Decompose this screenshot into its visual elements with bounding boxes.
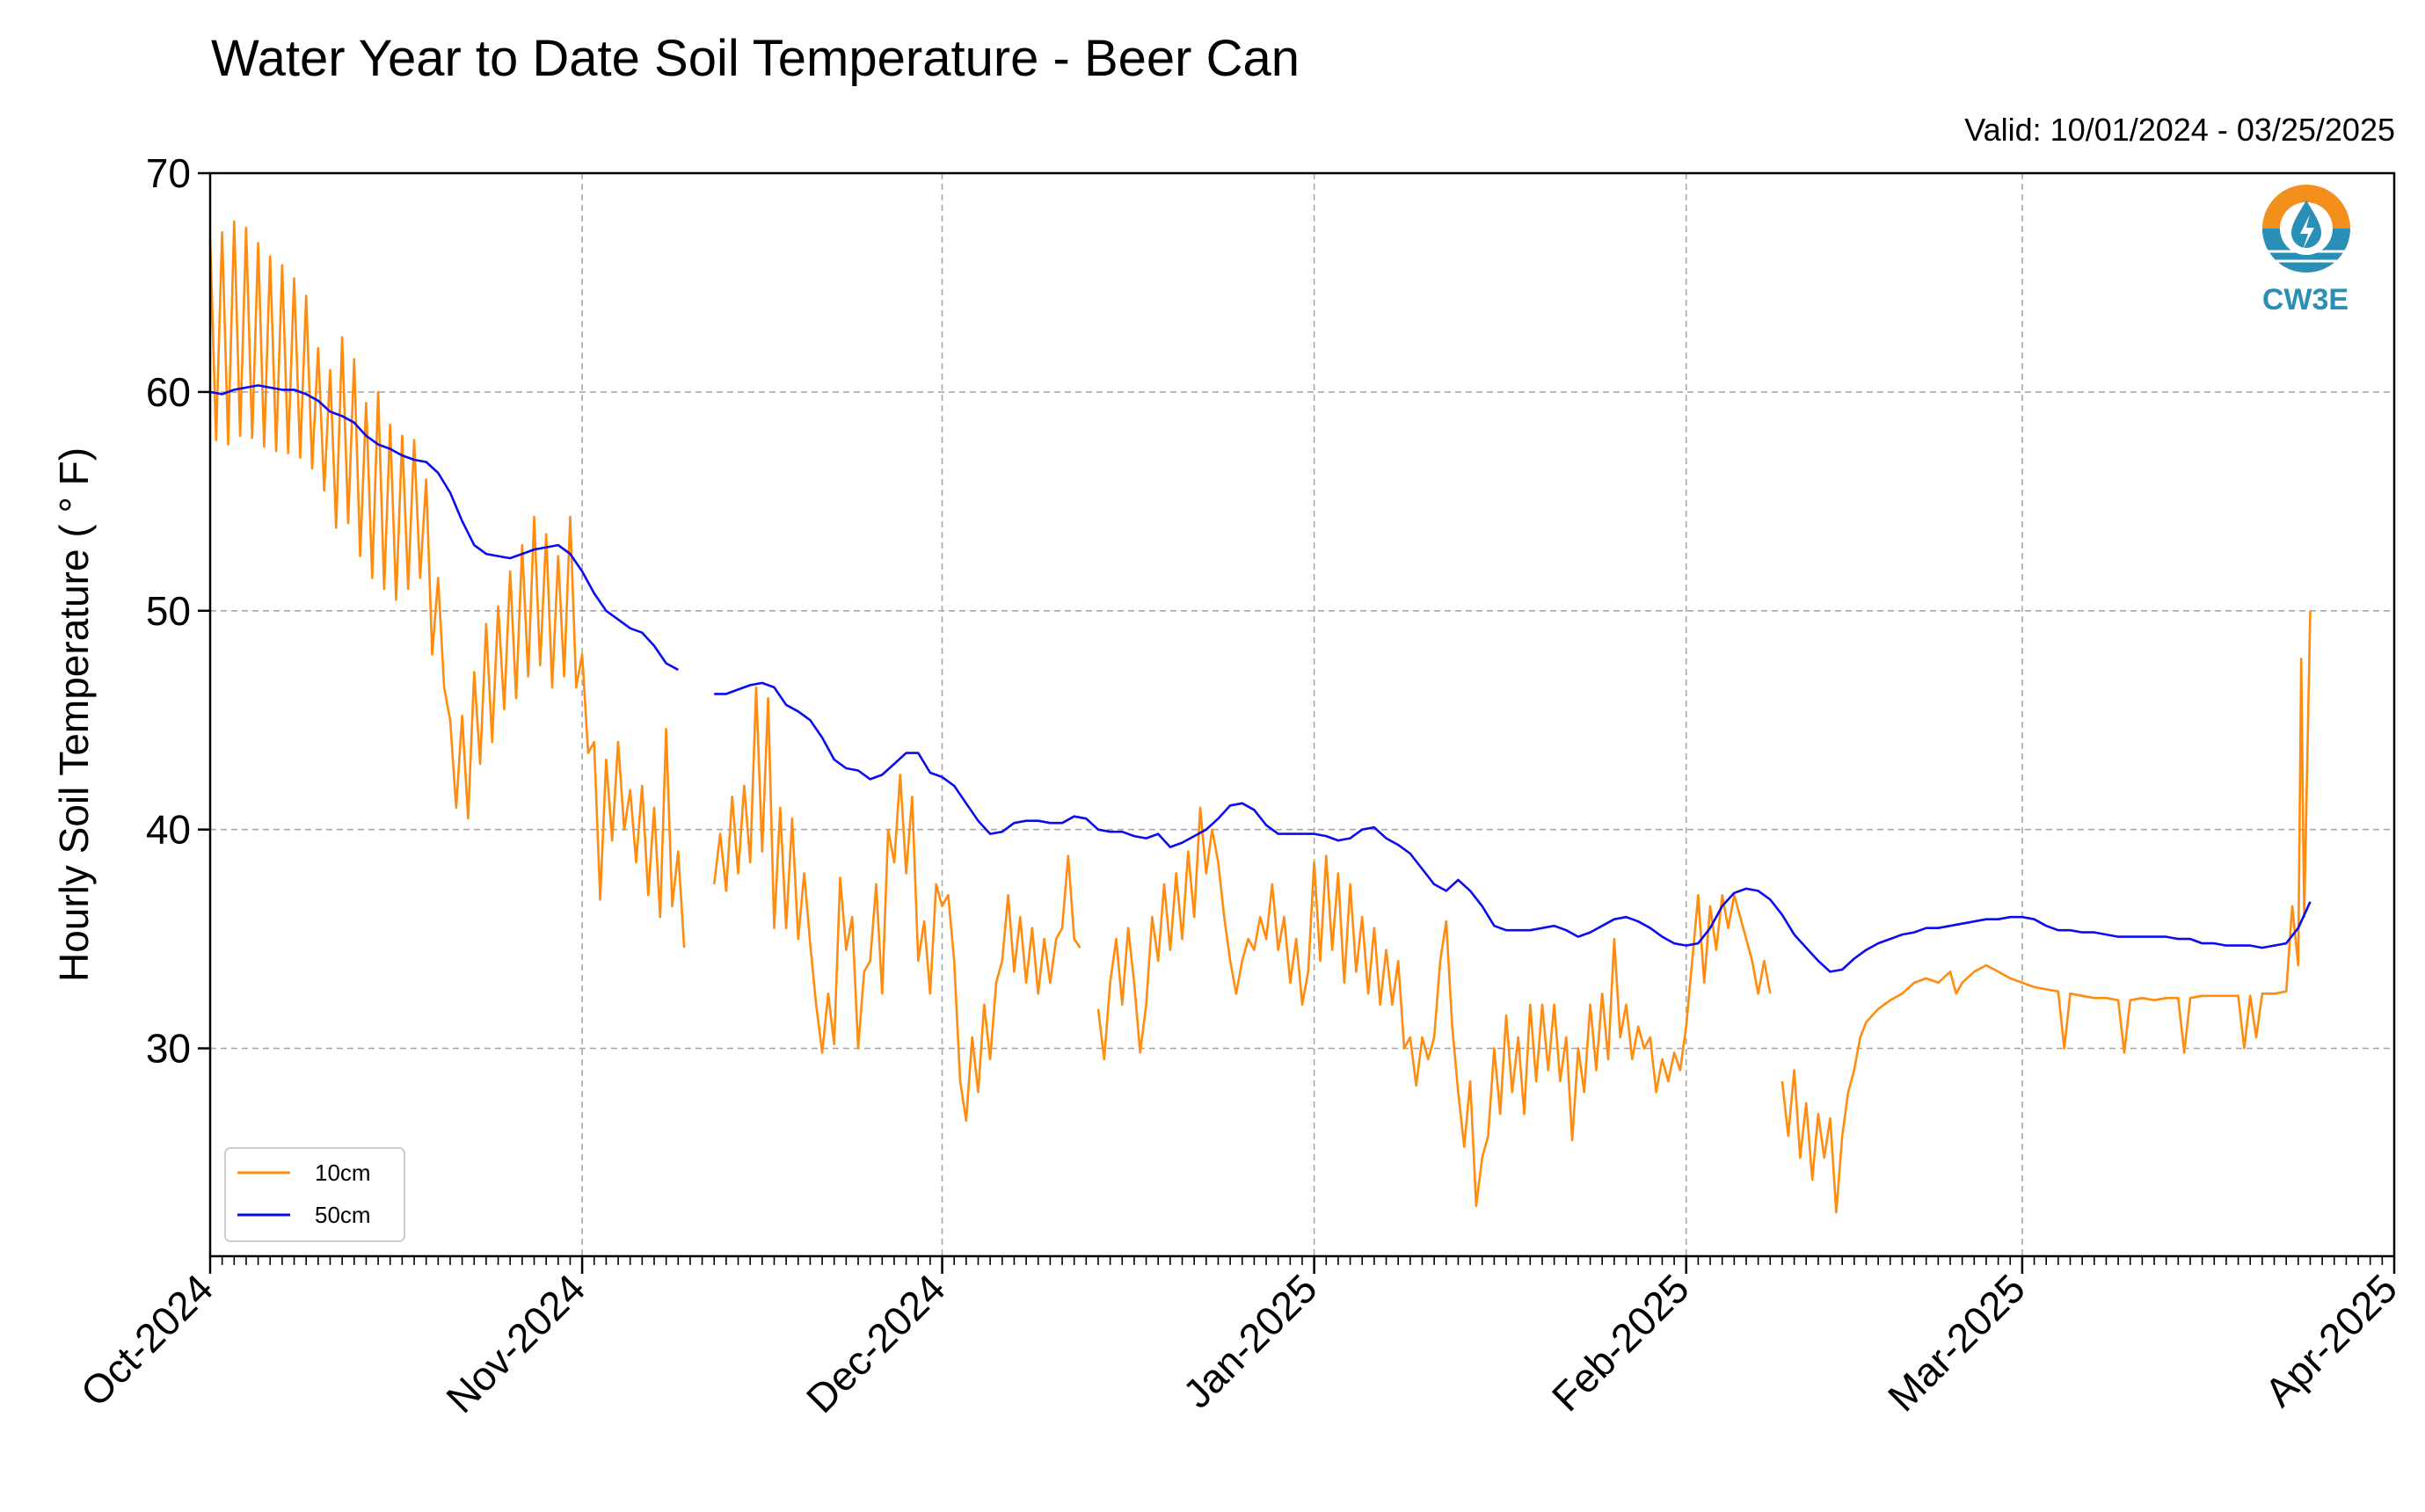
series-50cm — [209, 384, 2312, 973]
series-10cm — [208, 220, 2312, 1214]
x-tick-label: Mar-2025 — [1879, 1265, 2034, 1420]
water-drop-logo-icon — [2262, 185, 2350, 273]
logo-text: CW3E — [2262, 283, 2349, 316]
valid-date-range: Valid: 10/01/2024 - 03/25/2025 — [1964, 112, 2395, 148]
y-tick-label: 40 — [146, 807, 191, 853]
x-tick-label: Nov-2024 — [437, 1265, 594, 1421]
legend: 10cm 50cm — [224, 1147, 405, 1242]
y-axis: 30 40 50 60 70 — [146, 150, 210, 1072]
chart-title: Water Year to Date Soil Temperature - Be… — [211, 30, 1300, 87]
y-tick-label: 60 — [146, 369, 191, 415]
y-tick-label: 50 — [146, 588, 191, 634]
y-axis-label: Hourly Soil Temperature ( ° F) — [51, 447, 97, 982]
y-tick-label: 70 — [146, 150, 191, 196]
x-tick-label: Apr-2025 — [2255, 1265, 2406, 1415]
x-tick-label: Dec-2024 — [797, 1265, 954, 1421]
y-tick-label: 30 — [146, 1026, 191, 1072]
legend-label-50cm: 50cm — [315, 1202, 371, 1228]
legend-label-10cm: 10cm — [315, 1159, 371, 1186]
x-axis: Oct-2024 Nov-2024 Dec-2024 Jan-2025 Feb-2025… — [72, 1256, 2406, 1421]
x-tick-label: Feb-2025 — [1543, 1265, 1698, 1420]
cw3e-logo: CW3E — [2262, 185, 2350, 316]
grid-lines — [210, 172, 2394, 1256]
series-line-10cm — [208, 220, 2312, 1214]
plot-area-frame — [208, 171, 2396, 1258]
x-tick-label: Jan-2025 — [1174, 1265, 1325, 1416]
series-line-50cm — [209, 384, 2312, 973]
x-tick-label: Oct-2024 — [72, 1265, 222, 1415]
